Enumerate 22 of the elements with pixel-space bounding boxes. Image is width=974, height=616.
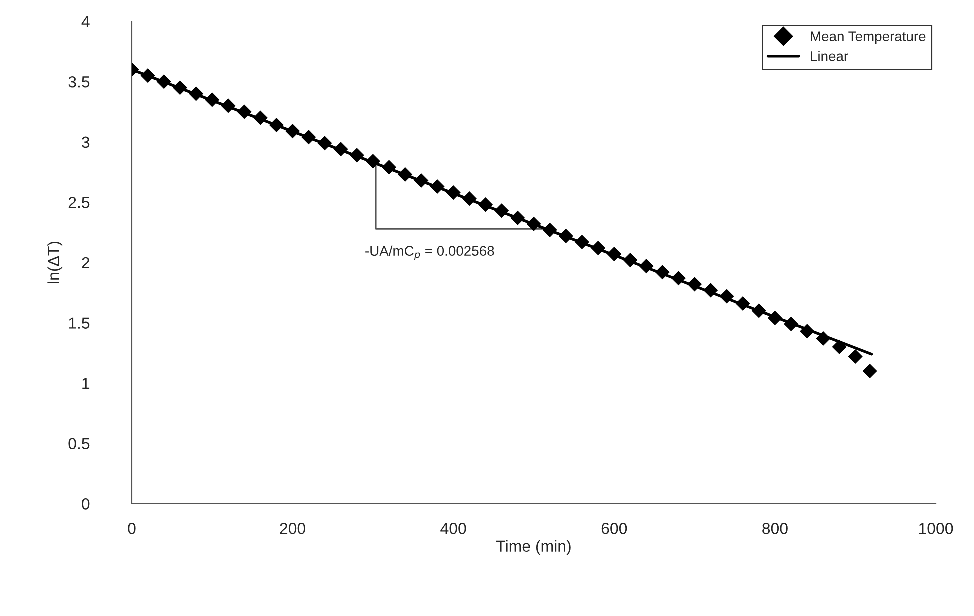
x-tick-label: 800 bbox=[762, 523, 788, 534]
y-axis-title: ln(ΔT) bbox=[48, 242, 63, 284]
x-tick-label: 400 bbox=[440, 523, 466, 534]
y-tick-label: 3.5 bbox=[68, 76, 90, 88]
legend-label: Mean Temperature bbox=[811, 32, 926, 44]
y-tick-label: 0.5 bbox=[68, 438, 90, 450]
x-tick-label: 0 bbox=[128, 523, 136, 534]
y-tick-label: 1 bbox=[82, 378, 90, 390]
y-tick-label: 3 bbox=[82, 136, 90, 148]
point bbox=[862, 364, 878, 379]
x-axis-title: Time (min) bbox=[496, 540, 571, 556]
legend-label: Linear bbox=[811, 51, 848, 62]
x-tick-label: 1000 bbox=[919, 523, 954, 534]
y-tick-label: 4 bbox=[82, 16, 90, 28]
x-tick-label: 200 bbox=[280, 523, 306, 534]
y-tick-label: 1.5 bbox=[69, 318, 90, 329]
y-tick-label: 0 bbox=[82, 498, 90, 510]
point bbox=[848, 349, 863, 364]
y-tick-label: 2.5 bbox=[68, 197, 90, 208]
y-tick-label: 2 bbox=[82, 257, 90, 269]
annotation: -UA/mC$_{p}$ = 0.002568 bbox=[366, 246, 494, 260]
x-tick-label: 600 bbox=[602, 523, 628, 534]
